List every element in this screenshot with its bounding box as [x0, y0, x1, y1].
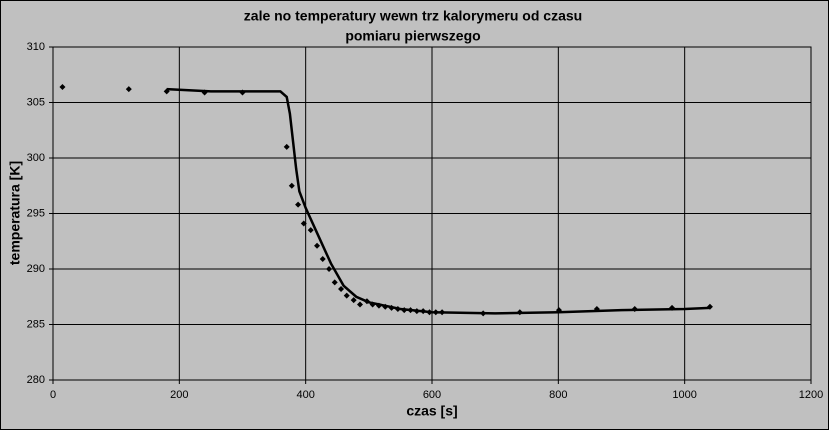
y-tick-label: 310 [27, 41, 45, 53]
point [307, 227, 314, 234]
x-tick-label: 400 [296, 389, 314, 401]
point [343, 292, 350, 299]
point [295, 201, 302, 208]
point [59, 83, 66, 90]
point [125, 86, 132, 93]
point [300, 220, 307, 227]
y-tick-label: 285 [27, 318, 45, 330]
y-tick-label: 290 [27, 263, 45, 275]
chart-title: zale no temperatury wewn trz kalorymeru … [244, 8, 582, 24]
x-tick-label: 800 [549, 389, 567, 401]
x-axis-label: czas [s] [406, 403, 457, 419]
x-tick-label: 200 [170, 389, 188, 401]
point [331, 279, 338, 286]
y-tick-label: 300 [27, 152, 45, 164]
x-tick-label: 600 [423, 389, 441, 401]
point [319, 256, 326, 263]
point [356, 301, 363, 308]
point [338, 285, 345, 292]
y-axis-label: temperatura [K] [7, 161, 23, 265]
y-tick-label: 305 [27, 96, 45, 108]
x-tick-label: 0 [50, 389, 56, 401]
y-tick-label: 280 [27, 374, 45, 386]
line [166, 87, 710, 315]
point [350, 297, 357, 304]
y-tick-label: 295 [27, 207, 45, 219]
chart-title: pomiaru pierwszego [345, 28, 480, 44]
point [314, 242, 321, 249]
point [326, 266, 333, 272]
x-tick-label: 1200 [799, 389, 823, 401]
point [283, 143, 290, 150]
x-tick-label: 1000 [672, 389, 696, 401]
point [288, 182, 295, 189]
